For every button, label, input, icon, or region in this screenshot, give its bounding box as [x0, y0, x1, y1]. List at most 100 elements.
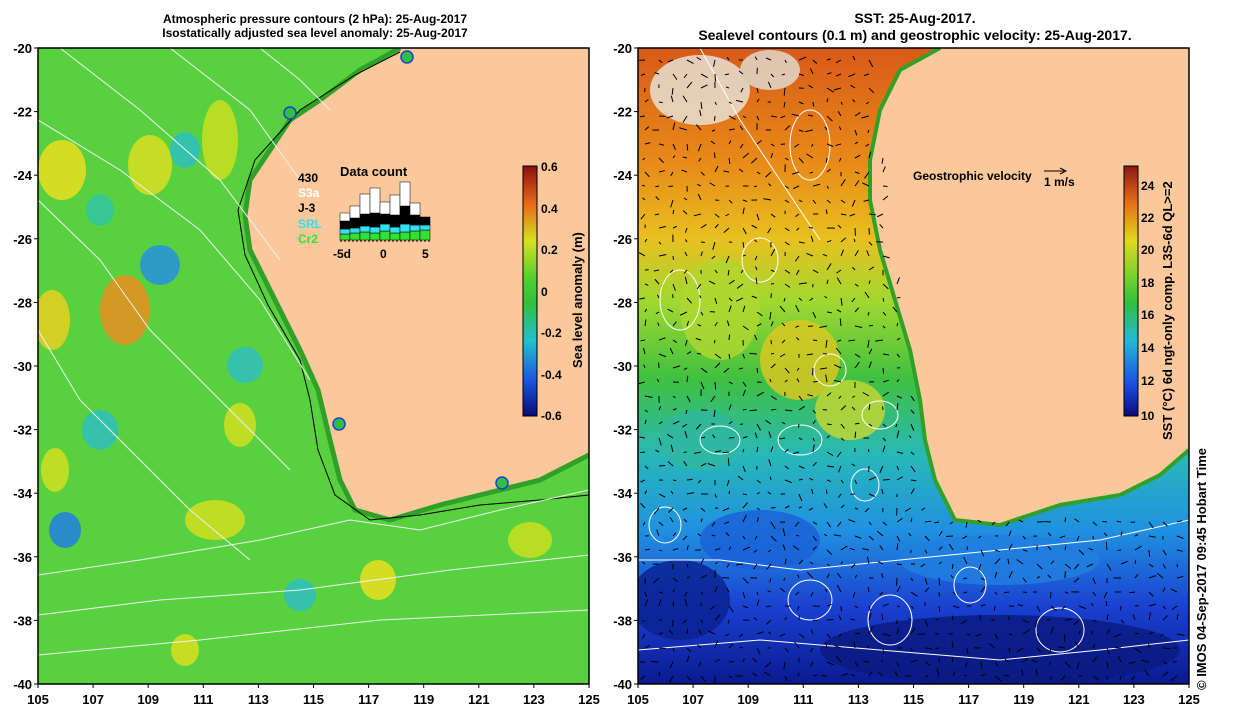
velocity-vector — [765, 605, 772, 608]
velocity-vector — [770, 408, 777, 411]
velocity-vector — [751, 224, 758, 229]
velocity-vector — [784, 227, 790, 232]
velocity-vector — [682, 507, 688, 511]
velocity-vector — [1170, 675, 1178, 681]
right-xtick-label: 105 — [627, 692, 649, 707]
velocity-vector — [1018, 519, 1024, 523]
velocity-vector — [809, 171, 814, 174]
velocity-vector — [644, 308, 647, 313]
velocity-vector — [798, 56, 807, 61]
right-ytick-label: -30 — [613, 359, 632, 374]
velocity-vector — [728, 643, 734, 649]
velocity-vector — [1086, 563, 1094, 568]
velocity-vector — [1148, 549, 1151, 557]
velocity-vector — [1148, 591, 1154, 597]
velocity-vector — [742, 514, 747, 523]
velocity-vector — [882, 325, 886, 329]
velocity-vector — [826, 58, 831, 61]
velocity-vector — [910, 395, 915, 402]
velocity-vector — [1059, 535, 1066, 539]
sla-tick-1: 0.4 — [541, 202, 558, 216]
velocity-vector — [681, 169, 688, 173]
velocity-vector — [882, 255, 890, 259]
velocity-vector — [1148, 575, 1157, 579]
velocity-vector — [1064, 545, 1067, 551]
velocity-vector — [896, 605, 901, 608]
velocity-vector — [851, 463, 856, 467]
velocity-vector — [868, 605, 871, 612]
velocity-vector — [684, 599, 688, 607]
velocity-vector — [1050, 605, 1057, 612]
velocity-vector — [868, 521, 872, 526]
velocity-vector — [765, 57, 772, 61]
velocity-vector — [978, 614, 982, 621]
data-count-inset: Data count 430 S3a J-3 SRL Cr2 -5d 0 5 — [298, 164, 431, 261]
velocity-vector — [924, 549, 928, 554]
left-x-axis: 105 107 109 111 113 115 117 119 121 123 125 — [27, 684, 600, 707]
velocity-vector — [742, 207, 745, 215]
velocity-vector — [686, 478, 693, 481]
velocity-vector — [896, 353, 901, 358]
velocity-vector — [753, 239, 758, 243]
velocity-vector — [861, 115, 870, 119]
velocity-vector — [739, 646, 744, 649]
velocity-vector — [698, 629, 702, 635]
right-xtick-label: 125 — [1178, 692, 1200, 707]
velocity-vector — [835, 347, 842, 355]
velocity-vector — [728, 101, 732, 104]
velocity-vector — [798, 395, 803, 402]
velocity-vector — [1102, 520, 1108, 523]
velocity-vector — [1074, 641, 1080, 649]
velocity-vector — [700, 558, 705, 565]
velocity-vector — [784, 269, 791, 274]
velocity-vector — [742, 199, 748, 202]
velocity-vector — [836, 309, 842, 313]
velocity-vector — [756, 311, 763, 317]
left-ytick-label: -32 — [13, 423, 32, 438]
inset-tick-5: 5 — [422, 247, 429, 261]
velocity-vector — [798, 633, 805, 639]
velocity-vector — [977, 519, 982, 523]
velocity-vector — [686, 576, 690, 579]
velocity-vector — [826, 633, 831, 638]
velocity-vector — [908, 532, 912, 537]
velocity-vector — [644, 238, 648, 243]
velocity-vector — [640, 503, 646, 509]
velocity-vector — [910, 605, 914, 610]
velocity-vector — [714, 73, 717, 82]
velocity-vector — [1035, 669, 1038, 677]
velocity-vector — [1064, 563, 1072, 570]
velocity-vector — [657, 294, 660, 299]
velocity-vector — [728, 546, 732, 551]
velocity-vector — [728, 279, 735, 285]
velocity-vector — [795, 325, 800, 328]
left-xtick-label: 107 — [82, 692, 104, 707]
velocity-vector — [963, 591, 968, 594]
velocity-vector — [685, 409, 688, 415]
velocity-vector — [640, 451, 646, 454]
velocity-vector — [714, 297, 718, 304]
right-xtick-label: 107 — [682, 692, 704, 707]
velocity-vector — [742, 591, 746, 599]
velocity-vector — [796, 227, 800, 231]
velocity-vector — [826, 451, 834, 456]
velocity-vector — [833, 364, 842, 369]
velocity-vector — [769, 311, 772, 320]
velocity-vector — [882, 437, 887, 442]
left-ytick-label: -20 — [13, 41, 32, 56]
velocity-vector — [770, 395, 777, 401]
velocity-vector — [756, 491, 760, 495]
velocity-vector — [881, 613, 884, 621]
velocity-vector — [736, 563, 744, 566]
velocity-vector — [924, 520, 932, 523]
velocity-vector — [792, 451, 800, 455]
velocity-vector — [851, 406, 856, 411]
velocity-vector — [980, 661, 983, 668]
velocity-vector — [807, 571, 814, 579]
velocity-vector — [854, 353, 861, 358]
velocity-vector — [728, 199, 733, 204]
velocity-vector — [742, 436, 748, 439]
velocity-vector — [714, 493, 718, 498]
velocity-vector — [655, 311, 660, 315]
right-title-line1: SST: 25-Aug-2017. — [854, 10, 976, 26]
